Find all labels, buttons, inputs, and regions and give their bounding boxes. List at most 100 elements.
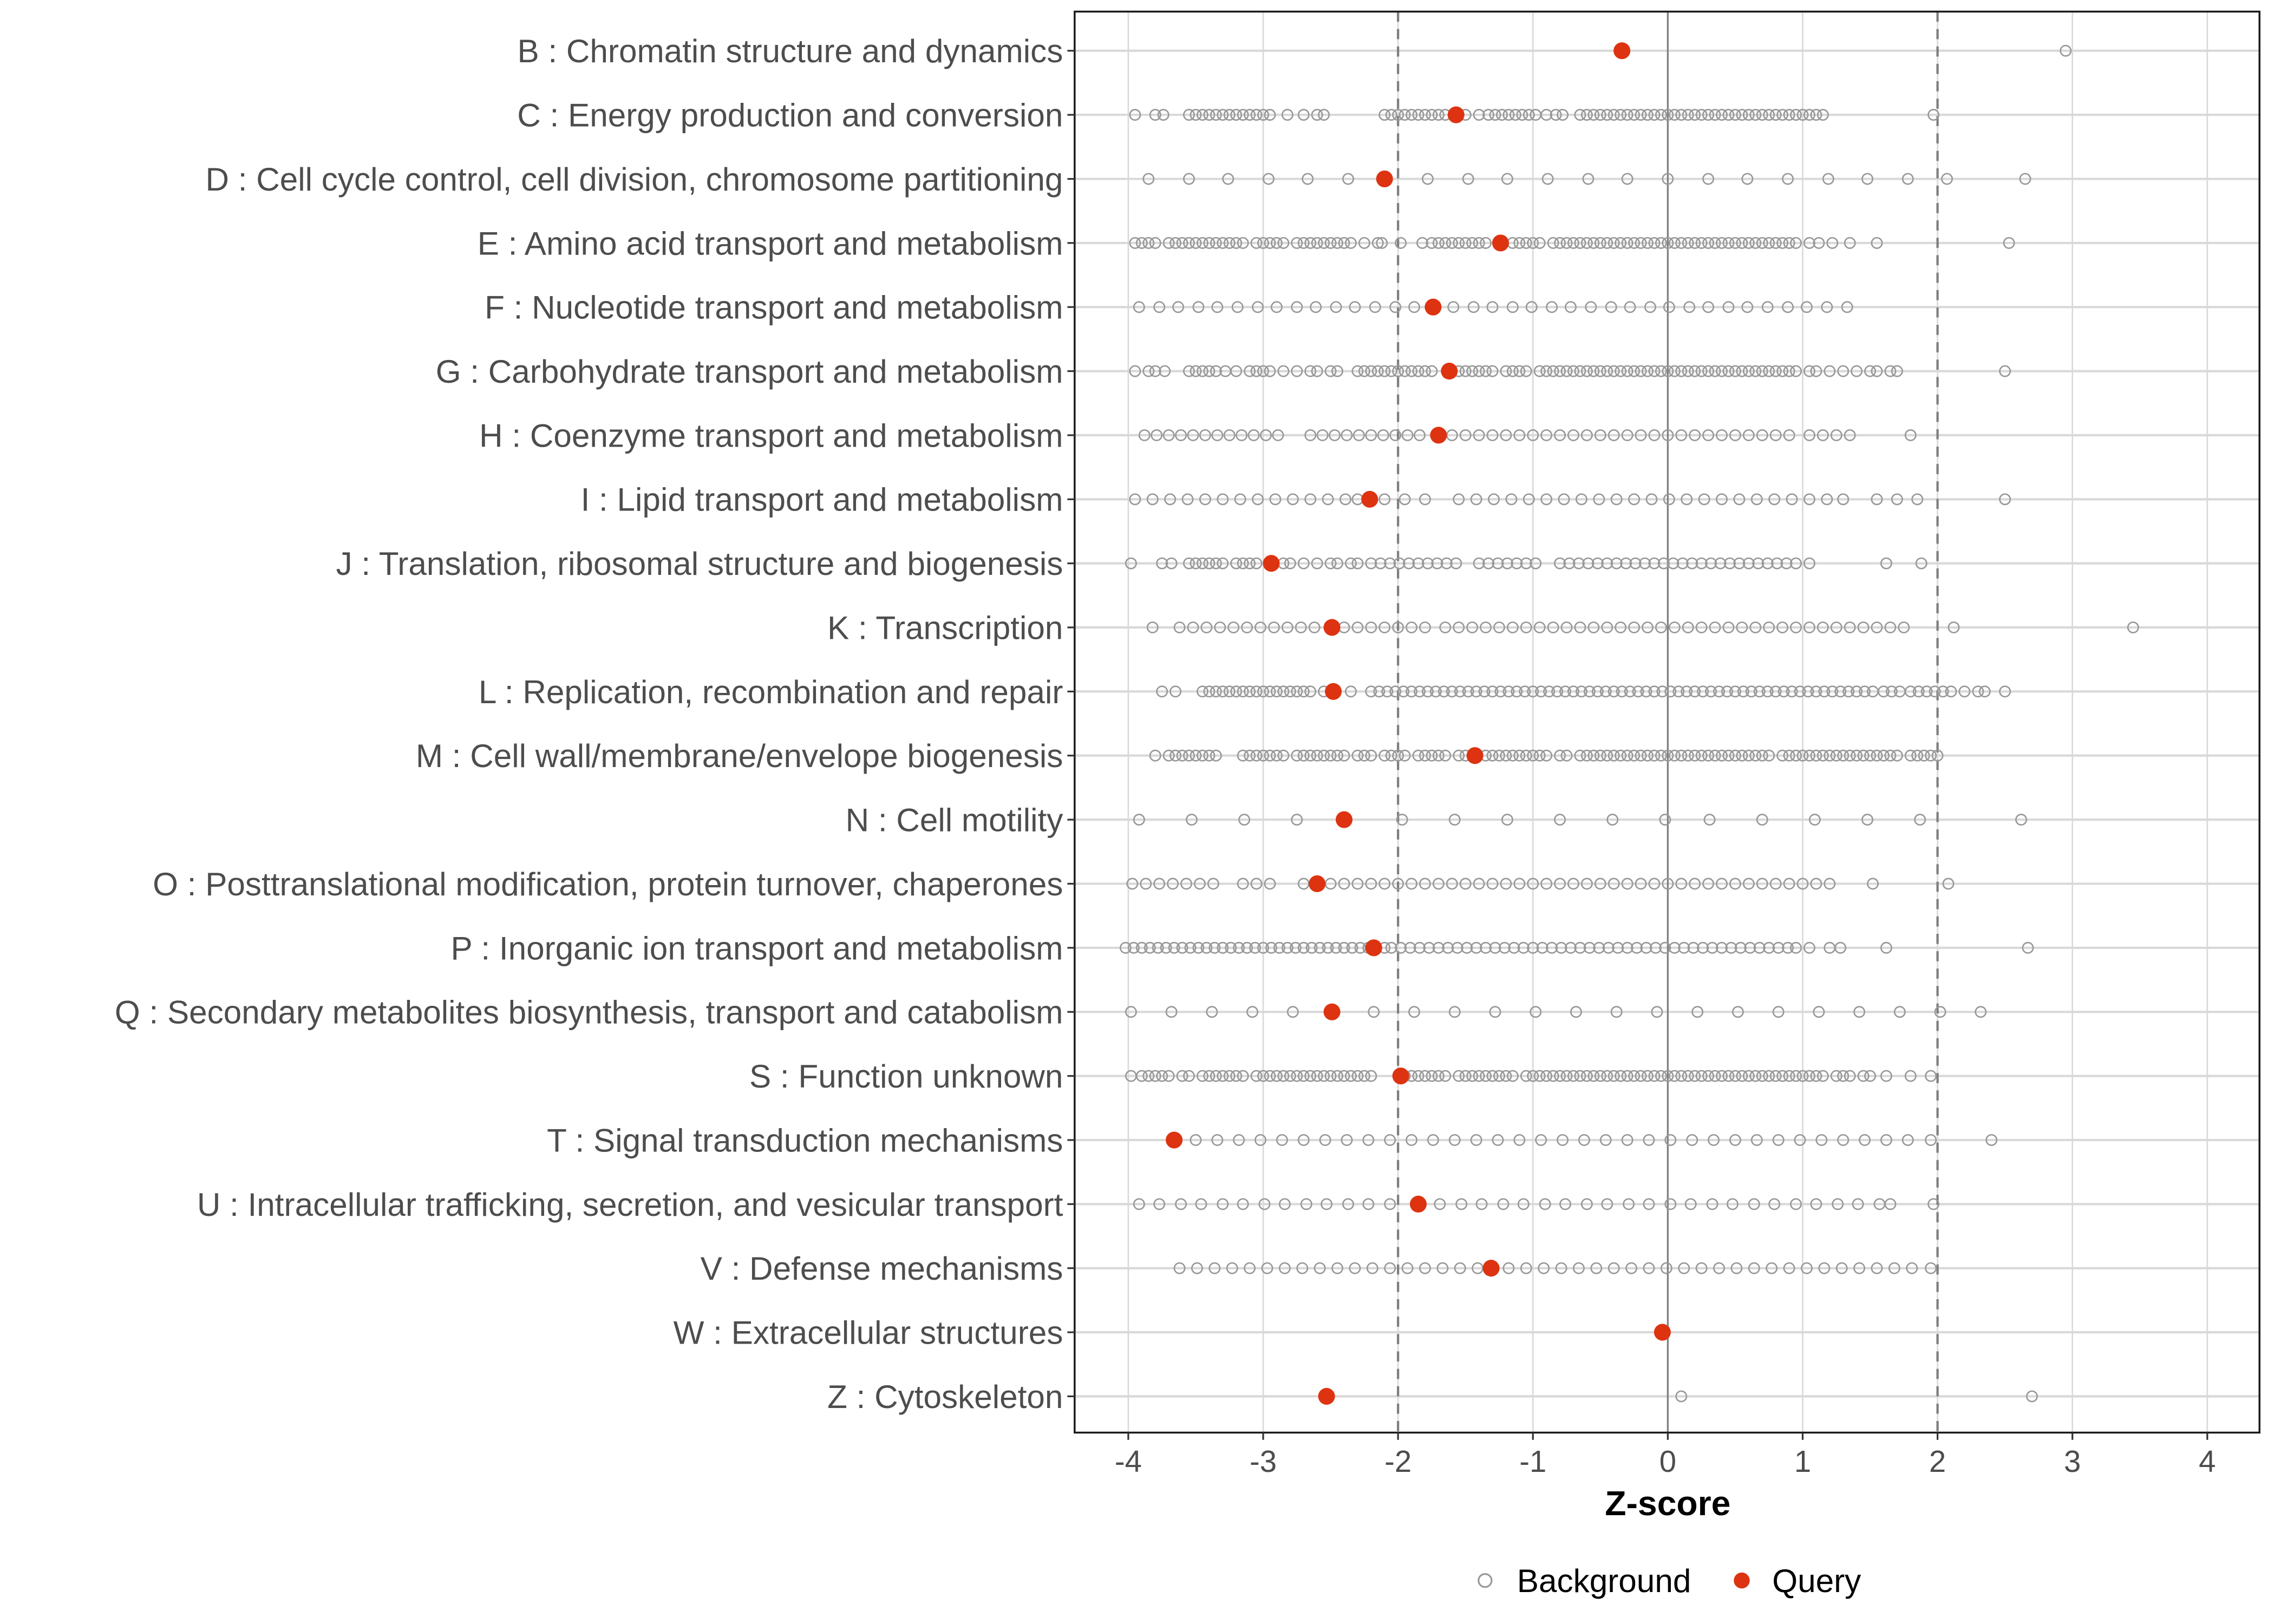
background-point [1159,365,1171,377]
background-point [1776,749,1789,762]
category-label: P : Inorganic ion transport and metaboli… [451,929,1063,966]
background-point [1419,749,1431,762]
background-point [1349,301,1361,313]
background-point [1668,109,1681,121]
background-point [1648,365,1661,377]
background-point [1427,1134,1439,1146]
background-point [1497,1198,1510,1210]
background-point [1384,1198,1396,1210]
background-point [1237,878,1249,890]
background-point [1742,365,1755,377]
background-point [1254,1134,1267,1146]
background-point [1662,237,1674,249]
background-point [1297,941,1310,954]
background-point [1624,685,1636,698]
background-point [1729,685,1741,698]
background-point [1466,237,1479,249]
background-point [1628,621,1641,634]
background-point [1736,237,1748,249]
background-point [1314,941,1326,954]
background-point [1859,685,1871,698]
background-point [1599,685,1612,698]
background-point [1826,685,1839,698]
background-point [1803,237,1815,249]
background-point [1291,301,1303,313]
background-point [1227,621,1240,634]
background-point [1675,365,1688,377]
background-point [1378,621,1391,634]
background-point [1244,109,1256,121]
background-point [1203,109,1216,121]
background-point [1931,749,1944,762]
background-point [1662,878,1674,890]
background-point [1302,173,1314,185]
background-point [1486,365,1499,377]
background-point [1731,1006,1744,1018]
background-point [1742,429,1755,441]
background-point [1446,878,1458,890]
background-point [1546,941,1558,954]
background-point [1663,301,1675,313]
background-point [1162,429,1175,441]
background-point [1329,429,1341,441]
background-point [1608,109,1620,121]
background-point [1277,237,1290,249]
background-point [1196,109,1208,121]
background-point [1621,1070,1633,1082]
background-point [1608,429,1620,441]
background-point [1264,685,1276,698]
background-point [1311,557,1323,569]
background-point [1540,878,1553,890]
background-point [1475,1198,1488,1210]
background-point [1192,941,1205,954]
background-point [1365,429,1377,441]
background-point [1547,365,1559,377]
background-point [1816,749,1829,762]
background-point [1867,878,1879,890]
background-point [1358,1070,1370,1082]
background-point [1736,1070,1748,1082]
background-point [1180,878,1193,890]
background-point [1580,109,1593,121]
background-point [1830,429,1842,441]
background-point [1686,1134,1698,1146]
background-point [1331,557,1344,569]
background-point [1419,109,1431,121]
background-point [1210,237,1222,249]
background-point [1432,237,1445,249]
background-point [1214,621,1226,634]
background-point [1284,557,1296,569]
background-point [1297,685,1310,698]
background-point [1160,941,1172,954]
background-point [1741,173,1754,185]
background-point [1716,493,1728,506]
background-point [1864,749,1877,762]
background-point [1877,685,1890,698]
background-point [1668,749,1681,762]
background-point [1708,1134,1720,1146]
background-point [1871,237,1883,249]
background-point [1972,685,1984,698]
background-point [1406,365,1418,377]
background-point [1601,557,1613,569]
background-point [1608,1262,1620,1274]
background-point [1904,1070,1917,1082]
query-point [1323,1003,1341,1020]
background-point [1644,301,1656,313]
background-point [1190,237,1202,249]
background-point [1203,365,1216,377]
legend-query-label: Query [1772,1562,1861,1599]
background-point [1554,1070,1566,1082]
background-point [1406,1134,1418,1146]
background-point [1264,878,1276,890]
background-point [1195,1198,1207,1210]
background-point [1416,237,1428,249]
background-point [1790,749,1802,762]
background-point [1601,1198,1613,1210]
background-point [1517,1198,1530,1210]
background-point [1557,1134,1569,1146]
background-point [1734,941,1747,954]
background-point [1473,237,1485,249]
